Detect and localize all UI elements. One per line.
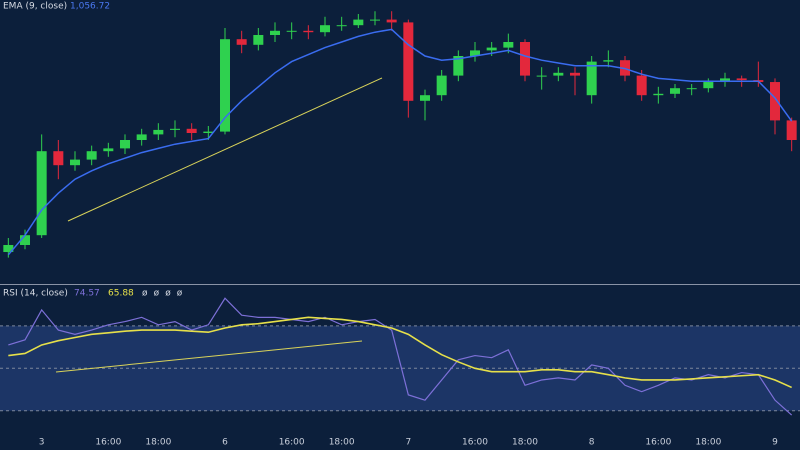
candle-body xyxy=(636,75,647,96)
price-legend-value: 1,056.72 xyxy=(70,2,110,12)
candle-body xyxy=(386,19,397,23)
rsi-legend-value: ø xyxy=(177,289,183,299)
candle-body xyxy=(253,35,264,45)
rsi-ma-line xyxy=(8,316,792,389)
candle-body xyxy=(520,42,530,76)
candle-body xyxy=(703,82,714,89)
candle-body xyxy=(486,47,497,51)
candle-body xyxy=(303,30,314,33)
candle-body xyxy=(470,50,480,56)
price-legend-title: EMA (9, close) xyxy=(3,2,67,12)
candle-body xyxy=(536,75,547,77)
candle-body xyxy=(720,78,730,83)
rsi-line xyxy=(8,297,793,416)
candle-body xyxy=(453,56,464,76)
candle-body xyxy=(70,159,80,166)
x-tick-label: 16:00 xyxy=(462,438,488,448)
candle-body xyxy=(353,19,364,26)
rsi-legend-title: RSI (14, close) xyxy=(3,289,68,299)
x-tick-label: 6 xyxy=(222,438,228,448)
candle-body xyxy=(153,129,164,135)
trend-line xyxy=(67,77,383,222)
candle-body xyxy=(286,30,297,32)
x-tick-label: 8 xyxy=(589,438,595,448)
x-tick-label: 3 xyxy=(39,438,45,448)
candle-body xyxy=(553,72,564,76)
candle-body xyxy=(736,78,747,81)
x-tick-label: 18:00 xyxy=(695,438,721,448)
x-tick-label: 16:00 xyxy=(645,438,671,448)
candle-body xyxy=(436,75,447,96)
candle-body xyxy=(586,61,597,96)
candle-body xyxy=(320,25,330,33)
x-tick-label: 16:00 xyxy=(279,438,305,448)
rsi-legend-value: ø xyxy=(142,289,148,299)
candle-body xyxy=(336,25,347,27)
candle-body xyxy=(503,42,514,48)
candle-body xyxy=(370,19,380,21)
candle-body xyxy=(653,93,664,96)
candle-body xyxy=(603,60,614,62)
candle-body xyxy=(86,151,97,160)
candle-body xyxy=(53,151,64,166)
candle-body xyxy=(103,148,114,152)
candle-body xyxy=(203,131,214,133)
candle-body xyxy=(36,151,47,236)
candle-body xyxy=(136,134,147,140)
candle-body xyxy=(120,140,130,149)
x-tick-label: 9 xyxy=(772,438,778,448)
x-tick-label: 7 xyxy=(405,438,411,448)
candle-body xyxy=(686,88,697,90)
candle-body xyxy=(786,120,797,140)
x-tick-label: 18:00 xyxy=(145,438,171,448)
rsi-legend-value: ø xyxy=(154,289,160,299)
candle-body xyxy=(236,39,247,45)
rsi-legend-value: 74.57 xyxy=(74,289,100,299)
x-tick-label: 16:00 xyxy=(95,438,121,448)
trend-line xyxy=(55,340,363,373)
candle-body xyxy=(403,22,414,101)
candle-body xyxy=(670,88,680,94)
candle-body xyxy=(20,235,30,245)
x-tick-label: 18:00 xyxy=(329,438,355,448)
plot-area: 3 16:00 18:00 6 16:00 18:00 7 16:00 18:00 8 16:00 1… xyxy=(0,11,800,448)
candle-body xyxy=(420,95,430,101)
x-tick-label: 18:00 xyxy=(512,438,538,448)
rsi-legend-value: ø xyxy=(165,289,171,299)
rsi-legend-value: 65.88 xyxy=(108,289,134,299)
candle-body xyxy=(770,82,780,121)
ema-line xyxy=(7,28,793,256)
candle-body xyxy=(570,72,580,76)
candle-body xyxy=(186,128,197,133)
candle-body xyxy=(170,128,180,130)
candle-body xyxy=(270,30,280,35)
candle-body xyxy=(220,39,230,132)
rsi-legend: 74.57 65.88 ø ø ø ø xyxy=(74,289,183,299)
candle-body xyxy=(3,245,14,252)
